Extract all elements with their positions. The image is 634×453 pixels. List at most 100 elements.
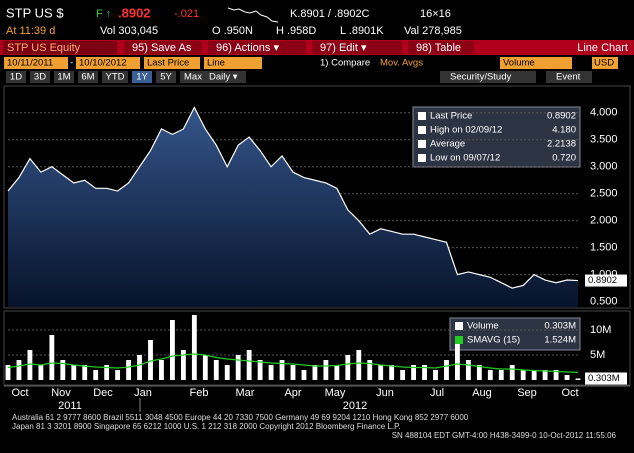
volume-bar — [148, 340, 153, 380]
period-button[interactable] — [102, 71, 128, 83]
frequency-box[interactable] — [206, 71, 246, 83]
legend-value: 0.8902 — [547, 111, 576, 122]
toolbar-label: 97) Edit ▾ — [320, 42, 367, 54]
y-tick-label: 3.000 — [590, 161, 618, 173]
volume-bar — [202, 355, 208, 380]
volume-bar — [312, 365, 318, 380]
legend-swatch — [455, 336, 463, 344]
volume-legend — [449, 317, 581, 351]
y-tick-label: 2.000 — [590, 215, 618, 227]
price-area — [8, 107, 578, 307]
volume-bar — [279, 360, 285, 380]
volume-bar — [542, 370, 548, 380]
volume-bar — [38, 365, 44, 380]
volume-bar — [235, 355, 241, 380]
movavg[interactable]: Mov. Avgs — [380, 58, 423, 69]
volume-bar — [378, 365, 384, 380]
legend-swatch — [418, 140, 426, 148]
last-value-label: 0.8902 — [588, 275, 617, 286]
month-label: Nov — [51, 387, 71, 399]
volume-bar — [246, 350, 252, 380]
legend-value: 4.180 — [552, 125, 576, 136]
period-button[interactable] — [30, 71, 50, 83]
tool-button[interactable] — [440, 71, 536, 83]
security-box[interactable] — [3, 41, 117, 54]
volume-bar — [531, 370, 537, 380]
month-label: May — [325, 387, 346, 399]
smavg-line — [7, 353, 579, 373]
volume-bar — [455, 340, 460, 380]
volume-bar — [137, 355, 142, 380]
date-box[interactable] — [4, 57, 68, 69]
volume-bar — [400, 370, 406, 380]
lower-box[interactable] — [500, 57, 572, 69]
lower: Volume — [503, 58, 535, 69]
volume-bar — [115, 370, 121, 380]
period-button[interactable] — [156, 71, 176, 83]
legend-swatch — [418, 154, 426, 162]
tool-button[interactable] — [546, 71, 592, 83]
quote: K.8901 / .8902C — [290, 8, 370, 20]
month-label: Sep — [517, 387, 537, 399]
volume-bar — [180, 350, 186, 380]
volume-bar — [82, 365, 88, 380]
toolbar-button[interactable] — [312, 41, 402, 54]
volume-bar — [444, 360, 449, 380]
volume-bar — [16, 360, 22, 380]
y-tick-label: 10M — [590, 324, 611, 336]
toolbar-button[interactable] — [408, 41, 474, 54]
date-box[interactable] — [76, 57, 140, 69]
volume-bar — [170, 320, 175, 380]
volume-bar — [520, 370, 526, 380]
style: Line — [207, 58, 225, 69]
month-label: Apr — [284, 387, 301, 399]
legend-name: Volume — [467, 321, 499, 332]
footer-line: Japan 81 3 3201 8900 Singapore 65 6212 1… — [12, 422, 401, 431]
last-value-box — [585, 274, 627, 287]
period-label: 1M — [57, 72, 70, 83]
security: STP US Equity — [7, 42, 81, 54]
period-button[interactable] — [6, 71, 26, 83]
y-tick-label: 5M — [590, 349, 605, 361]
period-button[interactable] — [54, 71, 74, 83]
legend-value: 1.524M — [544, 335, 576, 346]
period-button[interactable] — [78, 71, 98, 83]
period-label: Max — [184, 72, 202, 83]
toolbar-button[interactable] — [208, 41, 306, 54]
legend-value: 0.303M — [544, 321, 576, 332]
size: 16×16 — [420, 8, 451, 20]
y-tick-label: 4.000 — [590, 107, 618, 119]
currency-box[interactable] — [592, 57, 618, 69]
legend-name: SMAVG (15) — [467, 335, 520, 346]
volume-bar — [476, 365, 482, 380]
period-label: YTD — [106, 72, 125, 83]
end: 10/10/2012 — [79, 58, 127, 69]
time: At 11:39 d — [6, 25, 55, 37]
flag: F ↑ — [96, 8, 111, 20]
legend-name: Low on 09/07/12 — [430, 153, 500, 164]
month-label: Jun — [376, 387, 394, 399]
volume-bar — [389, 365, 395, 380]
footer-line: Australia 61 2 9777 8600 Brazil 5511 304… — [12, 413, 469, 422]
toolbar-label: 96) Actions ▾ — [216, 42, 279, 54]
volume-bar — [323, 360, 329, 380]
ticker: STP US $ — [6, 5, 64, 20]
volume-bar — [126, 360, 131, 380]
legend-swatch — [455, 322, 463, 330]
style-box[interactable] — [204, 57, 262, 69]
toolbar-button[interactable] — [124, 41, 202, 54]
volume-bar — [71, 365, 77, 380]
period-button[interactable] — [132, 71, 152, 83]
period-label: 5Y — [160, 72, 172, 83]
period-button[interactable] — [180, 71, 206, 83]
year-label: 2012 — [343, 400, 367, 412]
volume-bar — [60, 360, 66, 380]
tool-label: Event — [556, 72, 581, 83]
field-box[interactable] — [144, 57, 200, 69]
volume-bar — [159, 360, 164, 380]
toolbar-label: 95) Save As — [132, 42, 192, 54]
compare[interactable]: 1) Compare — [320, 58, 370, 69]
volume-bar — [268, 365, 274, 380]
month-label: Oct — [561, 387, 578, 399]
